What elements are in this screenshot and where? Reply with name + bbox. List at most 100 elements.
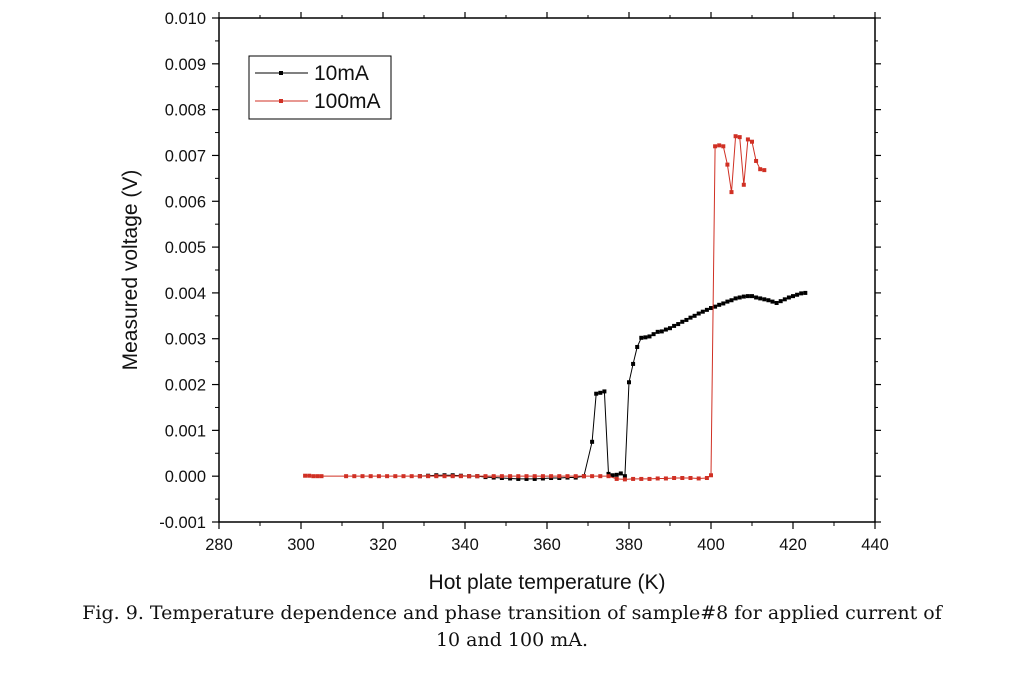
data-point-10mA [627,380,631,385]
data-point-10mA [733,296,738,301]
series-layer [303,134,808,482]
data-point-100mA [688,476,693,481]
data-point-10mA [647,334,652,339]
data-point-10mA [766,298,771,303]
data-point-10mA [709,306,713,311]
y-tick-label: 0.009 [165,56,206,74]
caption-line-2: 10 and 100 mA. [435,629,589,651]
data-point-100mA [319,474,324,479]
y-axis-title: Measured voltage (V) [119,170,142,371]
data-point-100mA [344,474,349,479]
x-tick-label: 440 [861,536,889,554]
data-point-100mA [303,473,308,478]
data-point-10mA [602,389,607,394]
data-point-10mA [770,299,775,304]
data-point-100mA [491,474,496,479]
data-point-10mA [643,335,648,340]
data-point-10mA [762,297,767,302]
data-point-10mA [745,294,750,299]
data-point-100mA [401,474,406,479]
x-tick-label: 400 [697,536,725,554]
data-point-100mA [704,476,709,481]
data-point-10mA [606,471,611,476]
data-point-10mA [688,315,693,320]
data-point-100mA [450,474,455,479]
data-point-100mA [614,476,619,481]
x-tick-label: 380 [615,536,643,554]
data-point-100mA [540,474,545,479]
legend: 10mA 100mA [248,55,392,120]
data-point-10mA [758,296,763,301]
data-point-10mA [672,323,677,328]
data-point-10mA [803,290,808,295]
data-point-10mA [532,476,537,481]
legend-box [248,55,392,120]
y-tick-label: 0.003 [165,331,206,349]
data-point-100mA [680,476,685,481]
data-point-100mA [557,474,562,479]
data-point-10mA [540,476,545,481]
data-point-10mA [659,329,664,334]
data-point-100mA [360,474,365,479]
data-point-10mA [594,391,599,396]
data-point-100mA [758,167,763,172]
y-tick-label: -0.001 [159,514,206,532]
y-tick-label: 0.005 [165,239,206,257]
data-point-10mA [635,344,640,349]
data-point-10mA [725,299,730,304]
data-point-100mA [598,474,603,479]
data-point-10mA [713,304,718,309]
data-point-10mA [741,294,746,299]
data-point-100mA [721,144,726,149]
y-tick-label: 0.006 [165,193,206,211]
data-point-10mA [663,327,668,332]
data-point-10mA [778,299,783,304]
data-point-100mA [622,477,627,482]
data-point-100mA [745,137,750,142]
data-point-100mA [725,162,730,167]
data-point-10mA [680,319,685,324]
series-line-100mA [305,135,765,480]
caption-line-1: Fig. 9. Temperature dependence and phase… [82,602,942,624]
data-point-100mA [315,474,320,479]
data-point-100mA [458,474,463,479]
data-point-10mA [717,302,722,307]
data-point-100mA [590,474,595,479]
data-point-100mA [434,474,439,479]
data-point-100mA [565,474,570,479]
y-tick-label: 0.004 [165,285,206,303]
data-point-100mA [729,190,734,195]
series-10mA [417,290,808,481]
data-point-100mA [549,474,554,479]
data-point-10mA [622,474,627,479]
data-point-10mA [721,301,726,306]
data-point-100mA [417,474,422,479]
legend-marker-10mA [279,71,283,75]
data-point-10mA [590,439,595,444]
data-point-10mA [676,322,681,327]
data-point-10mA [700,309,705,314]
data-point-100mA [655,476,660,481]
data-point-100mA [762,168,767,173]
data-point-10mA [618,471,623,476]
data-point-100mA [754,158,759,163]
data-point-10mA [696,311,701,316]
data-point-10mA [750,294,754,299]
data-point-10mA [651,332,656,337]
data-point-100mA [606,474,611,479]
data-point-10mA [692,313,697,318]
data-point-100mA [717,143,722,148]
data-point-100mA [532,474,537,479]
data-point-10mA [791,294,795,299]
data-point-100mA [524,474,529,479]
y-tick-label: 0.001 [165,422,206,440]
x-tick-label: 360 [533,536,561,554]
data-point-100mA [516,474,521,479]
y-tick-label: 0.002 [165,377,206,395]
data-point-100mA [709,473,713,478]
plot-frame [218,17,876,523]
data-point-100mA [467,474,472,479]
x-axis-title: Hot plate temperature (K) [429,571,666,594]
data-point-10mA [786,295,791,300]
y-tick-labels: -0.001 0.000 0.001 0.002 0.003 0.004 0.005 0.00… [159,10,206,532]
